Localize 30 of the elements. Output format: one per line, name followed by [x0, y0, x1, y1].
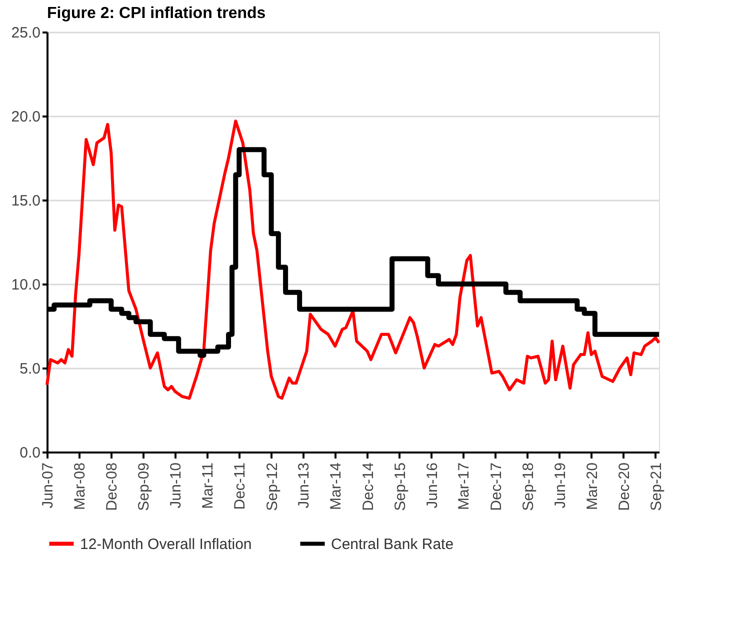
y-tick-label: 25.0 [11, 24, 40, 42]
x-tick-label: Mar-17 [456, 462, 473, 510]
x-tick-label: Dec-14 [360, 462, 377, 511]
x-tick-label: Jun-07 [40, 462, 56, 508]
x-tick-label: Sep-18 [520, 462, 537, 511]
line-series [46, 120, 660, 400]
x-tick-label: Dec-17 [488, 462, 505, 511]
x-tick-label: Dec-08 [104, 462, 121, 511]
x-tick-label: Jun-10 [168, 462, 185, 508]
legend-label: Central Bank Rate [331, 536, 454, 553]
x-tick-label: Dec-11 [232, 462, 249, 510]
y-tick-label: 15.0 [11, 192, 40, 210]
x-tick-label: Dec-20 [616, 462, 633, 511]
x-tick-label: Sep-15 [392, 462, 409, 511]
legend-label: 12-Month Overall Inflation [80, 536, 252, 553]
x-tick-label: Jun-13 [296, 462, 313, 508]
x-tick-label: Mar-20 [584, 462, 601, 510]
x-tick-label: Mar-11 [200, 462, 217, 509]
x-tick-label: Sep-12 [264, 462, 281, 511]
y-tick-label: 10.0 [11, 276, 40, 294]
chart-title: Figure 2: CPI inflation trends [47, 5, 266, 22]
x-tick-label: Jun-16 [424, 462, 441, 508]
x-tick-label: Mar-08 [72, 462, 89, 510]
y-tick-label: 20.0 [11, 108, 40, 126]
x-tick-label: Sep-21 [648, 462, 665, 511]
x-tick-label: Sep-09 [136, 462, 153, 511]
x-tick-label: Jun-19 [552, 462, 569, 508]
x-tick-label: Mar-14 [328, 462, 345, 510]
y-tick-label: 0.0 [20, 444, 40, 462]
y-tick-label: 5.0 [20, 360, 40, 378]
